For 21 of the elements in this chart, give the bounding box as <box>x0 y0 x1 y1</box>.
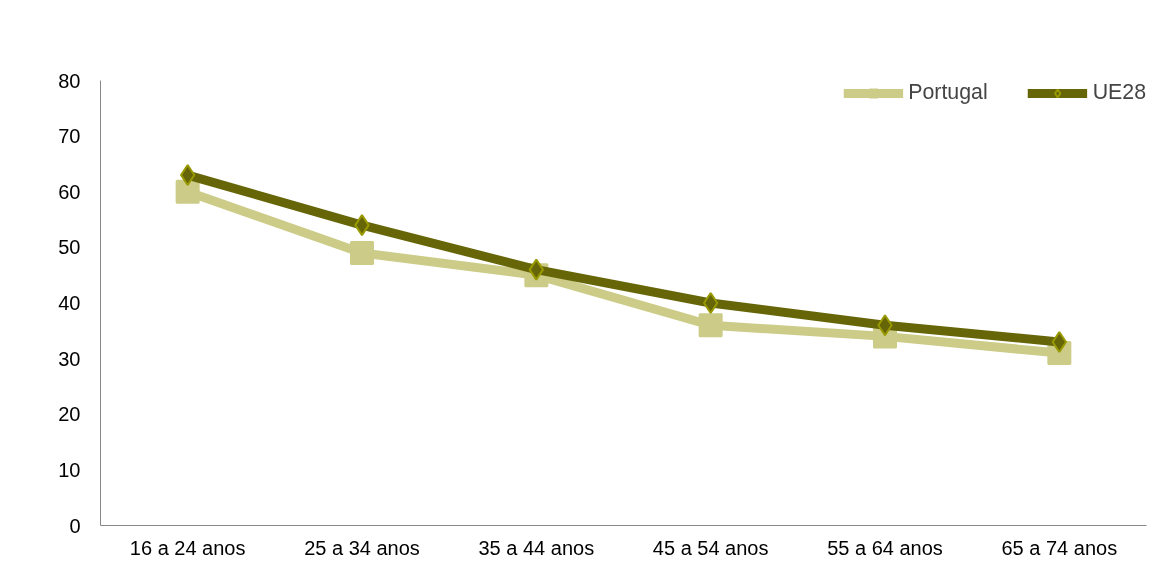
legend-label: Portugal <box>908 80 988 105</box>
y-tick-label: 30 <box>58 347 81 370</box>
point <box>703 292 719 314</box>
y-tick-label: 20 <box>58 403 81 426</box>
x-tick-label: 65 a 74 anos <box>1001 536 1118 559</box>
y-tick-label: 60 <box>58 180 81 203</box>
x-tick-label: 55 a 64 anos <box>827 536 943 559</box>
x-tick-label: 35 a 44 anos <box>478 536 595 559</box>
x-tick-label: 16 a 24 anos <box>129 536 246 559</box>
y-tick-label: 10 <box>58 458 81 481</box>
y-tick-label: 50 <box>58 236 81 259</box>
point <box>175 179 200 204</box>
x-tick-label: 25 a 34 anos <box>304 536 420 559</box>
y-tick-label: 70 <box>58 125 81 148</box>
y-tick-label: 80 <box>58 69 81 92</box>
x-tick-label: 45 a 54 anos <box>652 536 769 559</box>
legend-label: UE28 <box>1092 80 1146 105</box>
point <box>698 313 723 338</box>
point <box>350 240 374 265</box>
y-tick-label: 0 <box>69 514 81 537</box>
y-tick-label: 40 <box>58 292 81 314</box>
